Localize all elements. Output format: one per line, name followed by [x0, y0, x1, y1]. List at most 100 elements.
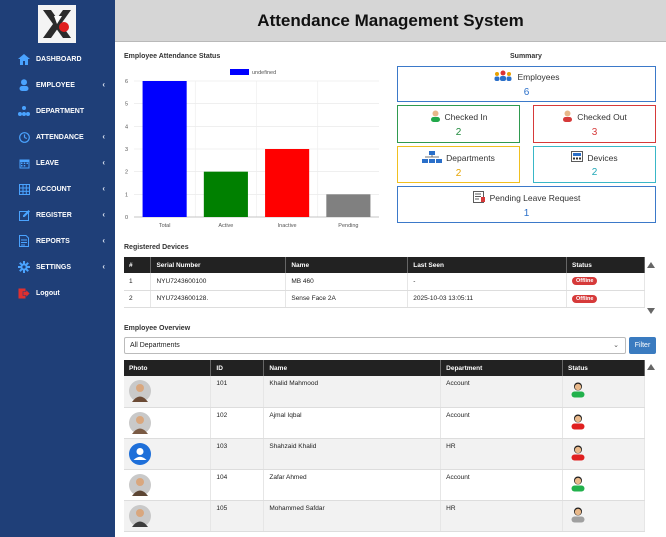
checked-out-user-icon	[562, 110, 573, 124]
device-icon	[571, 151, 584, 164]
employee-id: 105	[210, 500, 265, 532]
sidebar-item-attendance[interactable]: ATTENDANCE ‹	[0, 124, 115, 150]
device-number: 2	[124, 290, 152, 308]
col-id[interactable]: ID	[210, 360, 265, 376]
employee-row[interactable]: 103 Shahzaid Khalid HR	[124, 438, 645, 470]
sidebar-item-employee[interactable]: EMPLOYEE ‹	[0, 72, 115, 98]
sidebar-item-label: REGISTER	[36, 211, 72, 219]
x-tick-label: Total	[159, 223, 171, 229]
devices-section-title: Registered Devices	[124, 244, 189, 251]
sidebar-item-reports[interactable]: REPORTS ‹	[0, 228, 115, 254]
col-employee-name[interactable]: Name	[263, 360, 442, 376]
sidebar-item-label: ATTENDANCE	[36, 133, 84, 141]
col-employee-status[interactable]: Status	[562, 360, 645, 376]
sidebar-item-settings[interactable]: SETTINGS ‹	[0, 254, 115, 280]
chart-title: Employee Attendance Status	[124, 53, 221, 60]
attendance-bar-chart: 0 1 2 3 4 5 6 Total Active Inactive Pending undefin…	[125, 69, 379, 229]
employee-row[interactable]: 105 Mohammed Safdar HR	[124, 500, 645, 532]
col-last-seen[interactable]: Last Seen	[407, 257, 568, 273]
employee-photo	[129, 411, 151, 434]
device-name: MB 460	[285, 273, 409, 291]
employee-department: HR	[440, 500, 564, 532]
department-select-value: All Departments	[130, 342, 180, 349]
sidebar-item-label: SETTINGS	[36, 263, 72, 271]
checked-out-label: Checked Out	[577, 112, 627, 122]
checked-in-count: 2	[455, 127, 462, 138]
checked-out-card[interactable]: Checked Out 3	[533, 105, 656, 143]
status-badge: Offline	[572, 277, 598, 286]
departments-card[interactable]: Departments 2	[397, 146, 520, 183]
sidebar-item-account[interactable]: ACCOUNT ‹	[0, 176, 115, 202]
departments-icon	[422, 150, 443, 165]
sidebar-item-register[interactable]: REGISTER ‹	[0, 202, 115, 228]
col-status[interactable]: Status	[566, 257, 645, 273]
device-name: Sense Face 2A	[285, 290, 409, 308]
page-header: Attendance Management System	[115, 0, 666, 42]
device-status-cell: Offline	[566, 290, 645, 308]
checked-out-count: 3	[591, 127, 598, 138]
employees-card[interactable]: Employees 6	[397, 66, 656, 102]
bar-inactive	[265, 149, 310, 217]
sidebar-item-label: DASHBOARD	[36, 55, 82, 63]
sidebar-item-leave[interactable]: LEAVE ‹	[0, 150, 115, 176]
sidebar: DASHBOARD EMPLOYEE ‹ DEPARTMENT ATTENDANCE ‹ L…	[0, 0, 115, 537]
device-last-seen: 2025-10-03 13:05:11	[407, 290, 568, 308]
col-number[interactable]: #	[124, 257, 152, 273]
y-tick-label: 6	[125, 79, 128, 85]
devices-label: Devices	[587, 152, 618, 163]
sidebar-item-label: REPORTS	[36, 237, 70, 245]
company-logo[interactable]	[38, 5, 76, 43]
employee-photo	[129, 380, 151, 403]
employee-status-cell	[562, 438, 645, 470]
sidebar-item-label: EMPLOYEE	[36, 81, 75, 89]
sidebar-item-label: Logout	[36, 289, 60, 297]
devices-scroll-down[interactable]	[647, 308, 655, 314]
filter-button[interactable]: Filter	[629, 337, 656, 354]
employee-photo	[129, 473, 151, 496]
legend-label: undefined	[252, 70, 276, 76]
departments-count: 2	[455, 167, 462, 179]
employee-status-cell	[562, 407, 645, 439]
checked-in-card[interactable]: Checked In 2	[397, 105, 520, 143]
employee-row[interactable]: 104 Zafar Ahmed Account	[124, 469, 645, 501]
checked-in-user-icon	[430, 110, 441, 124]
col-name[interactable]: Name	[285, 257, 409, 273]
calendar-icon	[18, 157, 30, 169]
user-status-icon	[571, 414, 585, 432]
device-row[interactable]: 1 NYU7243600100 MB 460- Offline	[124, 273, 645, 291]
employee-name: Mohammed Safdar	[263, 500, 442, 532]
legend-swatch	[230, 69, 249, 75]
sidebar-item-label: LEAVE	[36, 159, 59, 167]
pending-leave-card[interactable]: Pending Leave Request 1	[397, 186, 656, 223]
sidebar-item-logout[interactable]: Logout	[0, 280, 115, 306]
employee-department: Account	[440, 407, 564, 439]
col-department[interactable]: Department	[440, 360, 564, 376]
employee-id: 103	[210, 438, 265, 470]
org-chart-icon	[18, 105, 30, 117]
user-icon	[18, 79, 30, 91]
user-status-icon	[571, 507, 585, 525]
department-select[interactable]: All Departments ⌄	[124, 337, 626, 354]
employee-id: 101	[210, 376, 265, 408]
employee-department: HR	[440, 438, 564, 470]
employee-photo-cell	[124, 469, 212, 501]
employees-label: Employees	[517, 72, 560, 82]
y-tick-label: 5	[125, 102, 128, 108]
devices-card[interactable]: Devices 2	[533, 146, 656, 183]
employee-row[interactable]: 101 Khalid Mahmood Account	[124, 376, 645, 408]
employee-department: Account	[440, 376, 564, 408]
devices-scroll-up[interactable]	[647, 262, 655, 268]
col-photo[interactable]: Photo	[124, 360, 212, 376]
employees-scroll-up[interactable]	[647, 364, 655, 370]
device-row[interactable]: 2 NYU7243600128. Sense Face 2A 2025-10-03 1…	[124, 290, 645, 308]
employee-status-cell	[562, 500, 645, 532]
col-serial[interactable]: Serial Number	[150, 257, 287, 273]
status-badge: Offline	[572, 294, 598, 303]
sidebar-item-department[interactable]: DEPARTMENT	[0, 98, 115, 124]
employee-name: Zafar Ahmed	[263, 469, 442, 501]
employee-row[interactable]: 102 Ajmal Iqbal Account	[124, 407, 645, 439]
sidebar-item-dashboard[interactable]: DASHBOARD	[0, 46, 115, 72]
bar-pending	[326, 194, 371, 217]
chevron-left-icon: ‹	[102, 80, 105, 89]
devices-count: 2	[591, 167, 598, 178]
